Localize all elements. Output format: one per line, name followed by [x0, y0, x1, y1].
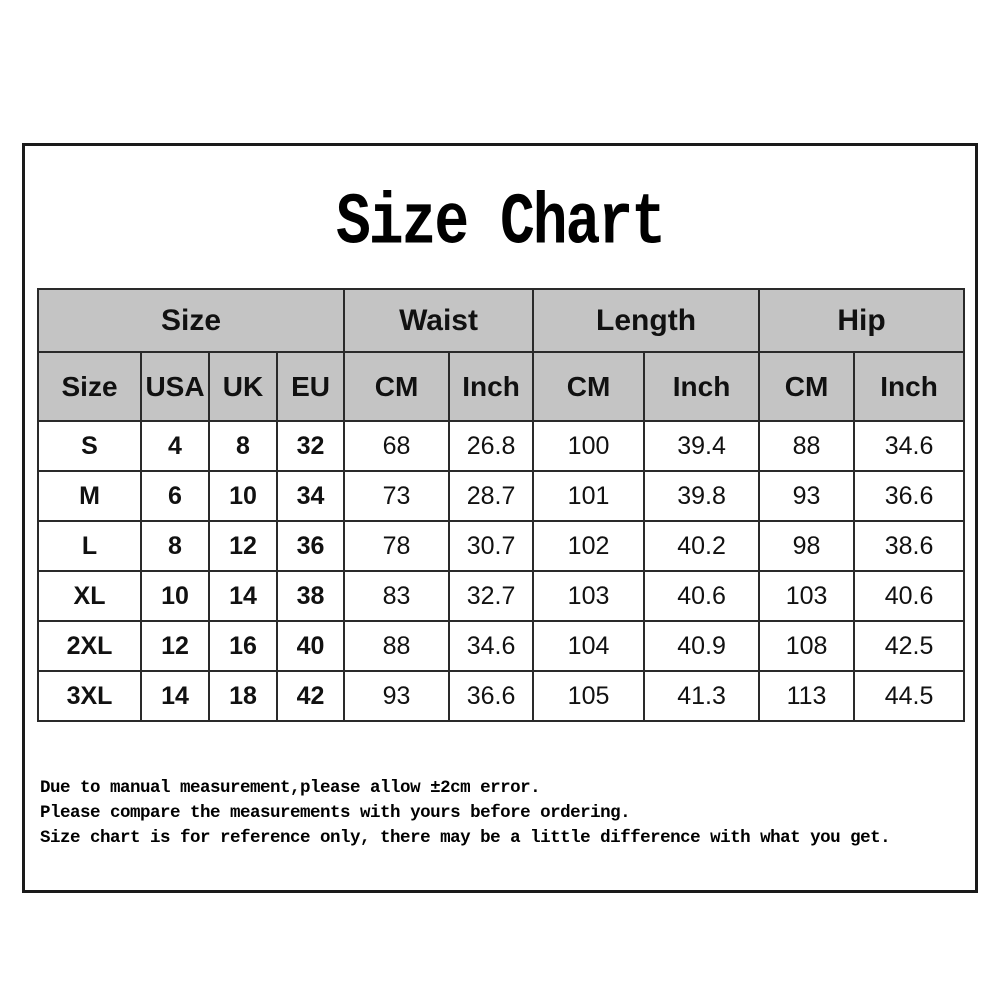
table-cell: 32 — [275, 420, 346, 472]
table-cell: 38 — [275, 570, 346, 622]
group-header-row: Size Waist Length Hip — [36, 288, 966, 353]
table-cell: 4 — [140, 420, 210, 472]
table-cell: 39.8 — [643, 470, 761, 522]
table-cell: 30.7 — [448, 520, 535, 572]
table-cell: 10 — [208, 470, 278, 522]
table-row: L 8 12 36 78 30.7 102 40.2 98 38.6 — [37, 520, 966, 572]
table-row: M 6 10 34 73 28.7 101 39.8 93 36.6 — [37, 470, 966, 522]
table-cell: 68 — [343, 420, 451, 472]
column-header-length-cm: CM — [532, 351, 646, 422]
table-cell: M — [37, 470, 142, 522]
table-cell: 34.6 — [853, 420, 966, 472]
table-cell: 8 — [208, 420, 278, 472]
table-cell: L — [37, 520, 142, 572]
table-cell: S — [37, 420, 142, 472]
table-cell: 44.5 — [853, 670, 966, 722]
table-cell: 40.9 — [643, 620, 761, 672]
table-cell: 28.7 — [448, 470, 535, 522]
table-cell: 14 — [140, 670, 210, 722]
table-cell: 42.5 — [853, 620, 966, 672]
table-cell: 113 — [758, 670, 856, 722]
table-cell: 2XL — [37, 620, 142, 672]
column-header-size: Size — [37, 351, 142, 422]
table-row: 2XL 12 16 40 88 34.6 104 40.9 108 42.5 — [37, 620, 966, 672]
table-row: 3XL 14 18 42 93 36.6 105 41.3 113 44.5 — [37, 670, 966, 722]
table-cell: XL — [37, 570, 142, 622]
table-cell: 3XL — [37, 670, 142, 722]
column-header-length-inch: Inch — [643, 351, 761, 422]
table-cell: 104 — [532, 620, 646, 672]
table-cell: 88 — [343, 620, 451, 672]
table-cell: 34 — [275, 470, 346, 522]
table-cell: 42 — [275, 670, 346, 722]
table-cell: 18 — [208, 670, 278, 722]
column-header-hip-inch: Inch — [853, 351, 966, 422]
table-cell: 12 — [140, 620, 210, 672]
group-header-waist: Waist — [343, 288, 535, 353]
table-cell: 39.4 — [643, 420, 761, 472]
notes-section: Due to manual measurement,please allow ±… — [40, 776, 891, 851]
table-cell: 100 — [532, 420, 646, 472]
table-cell: 12 — [208, 520, 278, 572]
chart-frame: Size Chart Size Waist Length Hip Size US… — [22, 143, 978, 893]
column-header-eu: EU — [275, 351, 346, 422]
table-cell: 36.6 — [853, 470, 966, 522]
table-cell: 40 — [275, 620, 346, 672]
table-cell: 88 — [758, 420, 856, 472]
column-header-waist-cm: CM — [343, 351, 451, 422]
table-cell: 6 — [140, 470, 210, 522]
table-cell: 98 — [758, 520, 856, 572]
table-cell: 16 — [208, 620, 278, 672]
table-cell: 8 — [140, 520, 210, 572]
column-header-usa: USA — [140, 351, 210, 422]
column-header-waist-inch: Inch — [448, 351, 535, 422]
table-cell: 41.3 — [643, 670, 761, 722]
table-cell: 40.6 — [643, 570, 761, 622]
table-cell: 38.6 — [853, 520, 966, 572]
table-cell: 14 — [208, 570, 278, 622]
table-cell: 78 — [343, 520, 451, 572]
page-title: Size Chart — [335, 183, 666, 265]
column-header-hip-cm: CM — [758, 351, 856, 422]
table-cell: 36 — [275, 520, 346, 572]
table-cell: 102 — [532, 520, 646, 572]
table-cell: 103 — [532, 570, 646, 622]
table-cell: 108 — [758, 620, 856, 672]
column-header-uk: UK — [208, 351, 278, 422]
table-cell: 36.6 — [448, 670, 535, 722]
table-cell: 26.8 — [448, 420, 535, 472]
table-cell: 32.7 — [448, 570, 535, 622]
size-table: Size Waist Length Hip Size USA UK EU CM … — [36, 288, 966, 722]
table-cell: 73 — [343, 470, 451, 522]
table-cell: 34.6 — [448, 620, 535, 672]
table-cell: 40.6 — [853, 570, 966, 622]
group-header-length: Length — [532, 288, 761, 353]
table-cell: 40.2 — [643, 520, 761, 572]
table-cell: 93 — [343, 670, 451, 722]
note-line: Due to manual measurement,please allow ±… — [40, 778, 541, 798]
sub-header-row: Size USA UK EU CM Inch CM Inch CM Inch — [37, 351, 966, 422]
group-header-hip: Hip — [758, 288, 966, 353]
table-row: S 4 8 32 68 26.8 100 39.4 88 34.6 — [37, 420, 966, 472]
table-cell: 101 — [532, 470, 646, 522]
table-cell: 93 — [758, 470, 856, 522]
note-line: Size chart is for reference only, there … — [40, 828, 891, 848]
table-cell: 10 — [140, 570, 210, 622]
table-row: XL 10 14 38 83 32.7 103 40.6 103 40.6 — [37, 570, 966, 622]
table-cell: 103 — [758, 570, 856, 622]
group-header-size: Size — [36, 288, 346, 353]
table-cell: 83 — [343, 570, 451, 622]
table-cell: 105 — [532, 670, 646, 722]
note-line: Please compare the measurements with you… — [40, 803, 631, 823]
